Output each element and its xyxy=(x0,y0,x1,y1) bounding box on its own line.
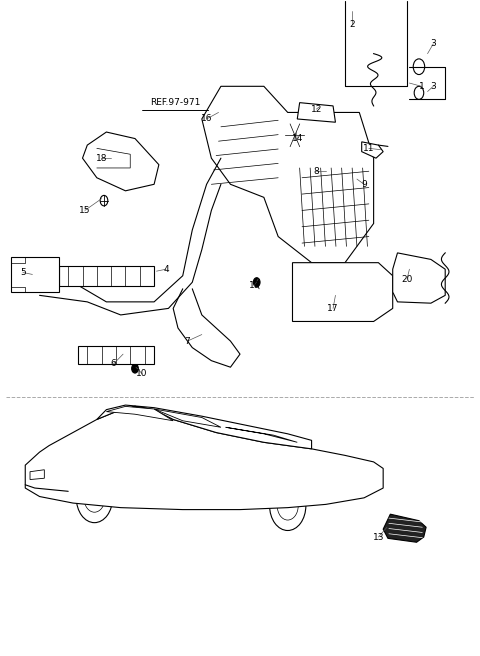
Text: 2: 2 xyxy=(349,20,355,29)
Text: 12: 12 xyxy=(311,105,322,113)
Polygon shape xyxy=(83,132,159,191)
Text: 3: 3 xyxy=(431,39,436,49)
Text: 6: 6 xyxy=(111,359,117,369)
Polygon shape xyxy=(78,346,154,364)
Text: 10: 10 xyxy=(136,369,148,379)
Text: 13: 13 xyxy=(372,533,384,542)
Text: 5: 5 xyxy=(20,268,26,277)
Text: 20: 20 xyxy=(401,274,413,283)
Text: 1: 1 xyxy=(419,82,424,91)
Polygon shape xyxy=(107,406,173,420)
Text: 19: 19 xyxy=(249,281,260,290)
Text: 14: 14 xyxy=(291,134,303,143)
Circle shape xyxy=(253,277,260,287)
Text: 11: 11 xyxy=(363,144,374,153)
Polygon shape xyxy=(393,253,445,303)
Circle shape xyxy=(290,129,300,142)
Text: 16: 16 xyxy=(201,114,212,123)
Polygon shape xyxy=(292,262,393,321)
Polygon shape xyxy=(154,409,221,427)
Text: REF.97-971: REF.97-971 xyxy=(150,98,201,107)
Text: 7: 7 xyxy=(185,337,191,346)
Polygon shape xyxy=(30,470,44,480)
Text: 8: 8 xyxy=(313,167,319,176)
Polygon shape xyxy=(11,257,59,292)
Polygon shape xyxy=(202,87,373,262)
Polygon shape xyxy=(362,142,383,158)
Polygon shape xyxy=(297,102,336,122)
Text: 9: 9 xyxy=(361,180,367,189)
Text: 4: 4 xyxy=(163,265,169,274)
Polygon shape xyxy=(383,514,426,543)
Polygon shape xyxy=(59,266,154,285)
Polygon shape xyxy=(25,406,383,510)
Circle shape xyxy=(132,364,138,373)
Polygon shape xyxy=(226,427,297,442)
Polygon shape xyxy=(97,405,312,449)
Text: 18: 18 xyxy=(96,154,108,163)
Text: 3: 3 xyxy=(431,82,436,91)
Text: 17: 17 xyxy=(327,304,339,313)
Text: 15: 15 xyxy=(79,206,91,215)
